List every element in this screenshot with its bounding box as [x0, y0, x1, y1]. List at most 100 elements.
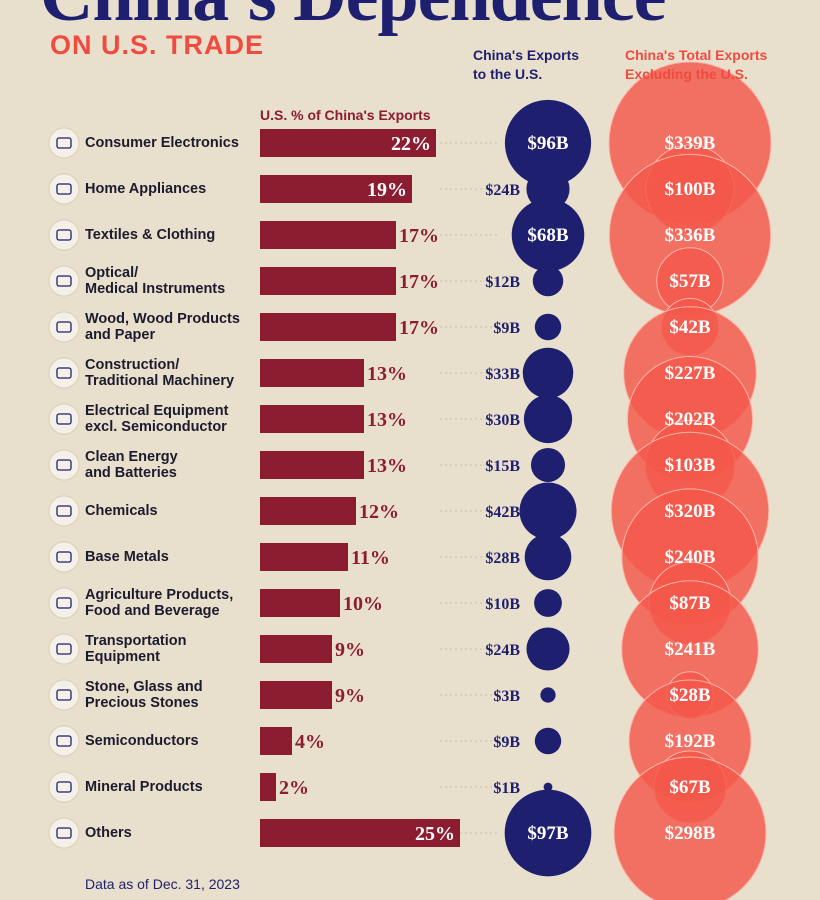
bar-value-label: 12%: [359, 501, 399, 523]
bar-value-label: 25%: [415, 823, 455, 845]
category-label: Clean Energy and Batteries: [85, 449, 178, 481]
bar: [260, 589, 340, 617]
bubble-value-label: $42B: [485, 504, 520, 521]
bar: [260, 497, 356, 525]
category-label: Consumer Electronics: [85, 135, 239, 151]
bubble: [530, 447, 566, 483]
bubble: [540, 687, 556, 703]
bubble-value-label: $97B: [527, 823, 569, 844]
category-icon-glyph: [56, 137, 72, 149]
bar-value-label: 13%: [367, 363, 407, 385]
bubble-value-label: $57B: [669, 271, 711, 292]
category-icon-glyph: [56, 781, 72, 793]
bar-value-label: 22%: [391, 133, 431, 155]
category-icon: [48, 633, 80, 665]
bubble-value-label: $192B: [665, 731, 716, 752]
bubble-value-label: $103B: [665, 455, 716, 476]
bar: [260, 635, 332, 663]
bar-value-label: 10%: [343, 593, 383, 615]
us-header: China's Exports to the U.S.: [473, 47, 580, 82]
category-icon-glyph: [56, 229, 72, 241]
bubble-value-label: $100B: [665, 179, 716, 200]
bar-value-label: 4%: [295, 731, 325, 753]
bubble-value-label: $28B: [669, 685, 711, 706]
category-label: Mineral Products: [85, 779, 203, 795]
bubble-value-label: $15B: [485, 458, 520, 475]
bar: [260, 129, 436, 157]
category-label: Home Appliances: [85, 181, 207, 197]
category-icon-glyph: [56, 183, 72, 195]
bar: [260, 359, 364, 387]
bubble-value-label: $240B: [665, 547, 716, 568]
category-label: Agriculture Products, Food and Beverage: [85, 587, 234, 619]
bubble: [526, 167, 570, 211]
bubble: [532, 265, 564, 297]
category-icon: [48, 587, 80, 619]
bar: [260, 773, 276, 801]
category-label: Semiconductors: [85, 733, 199, 749]
category-icon-glyph: [56, 321, 72, 333]
category-icon-glyph: [56, 827, 72, 839]
category-icon: [48, 725, 80, 757]
category-label: Base Metals: [85, 549, 169, 565]
bar-value-label: 11%: [351, 547, 390, 569]
bar-value-label: 17%: [399, 225, 439, 247]
category-label: Construction/ Traditional Machinery: [85, 357, 235, 389]
bar: [260, 819, 460, 847]
bubble: [526, 627, 570, 671]
bubble-value-label: $241B: [665, 639, 716, 660]
bubble-value-label: $320B: [665, 501, 716, 522]
category-label: Optical/ Medical Instruments: [85, 265, 226, 297]
category-label: Transportation Equipment: [85, 633, 187, 665]
category-icon: [48, 449, 80, 481]
category-icon-glyph: [56, 551, 72, 563]
bar: [260, 405, 364, 433]
bubble: [519, 482, 577, 540]
bubble-value-label: $12B: [485, 274, 520, 291]
category-icon-glyph: [56, 735, 72, 747]
category-icon-glyph: [56, 367, 72, 379]
category-label: Others: [85, 825, 132, 841]
category-label: Wood, Wood Products and Paper: [85, 311, 240, 343]
category-label: Electrical Equipment excl. Semiconductor: [85, 403, 229, 435]
bar-value-label: 9%: [335, 685, 365, 707]
bar: [260, 681, 332, 709]
bar-value-label: 17%: [399, 271, 439, 293]
bubble: [524, 533, 572, 581]
excl-header: China's Total Exports Excluding the U.S.: [625, 47, 768, 82]
chart-subtitle: ON U.S. TRADE: [50, 30, 265, 60]
bubble-value-label: $298B: [665, 823, 716, 844]
footnote: Data as of Dec. 31, 2023: [85, 876, 240, 892]
bubble-value-label: $30B: [485, 412, 520, 429]
category-label: Chemicals: [85, 503, 158, 519]
bar: [260, 451, 364, 479]
bubble: [522, 347, 574, 399]
bubble: [534, 313, 562, 341]
bar: [260, 543, 348, 571]
category-icon-glyph: [56, 597, 72, 609]
category-icon: [48, 403, 80, 435]
bubble-value-label: $3B: [493, 688, 520, 705]
bubble: [511, 198, 585, 272]
category-icon: [48, 265, 80, 297]
bubble: [543, 782, 553, 792]
category-icon-glyph: [56, 689, 72, 701]
category-icon: [48, 127, 80, 159]
bar: [260, 313, 396, 341]
bubble-value-label: $67B: [669, 777, 711, 798]
bubble-value-label: $9B: [493, 320, 520, 337]
bubble-value-label: $68B: [527, 225, 569, 246]
bar: [260, 175, 412, 203]
bubble-value-label: $33B: [485, 366, 520, 383]
bubble: [504, 789, 592, 877]
bar: [260, 221, 396, 249]
category-icon: [48, 173, 80, 205]
bar: [260, 727, 292, 755]
category-icon-glyph: [56, 275, 72, 287]
bubble-value-label: $24B: [485, 182, 520, 199]
bubble-value-label: $336B: [665, 225, 716, 246]
bar-value-label: 19%: [367, 179, 407, 201]
bubble-value-label: $87B: [669, 593, 711, 614]
bar-value-label: 13%: [367, 409, 407, 431]
